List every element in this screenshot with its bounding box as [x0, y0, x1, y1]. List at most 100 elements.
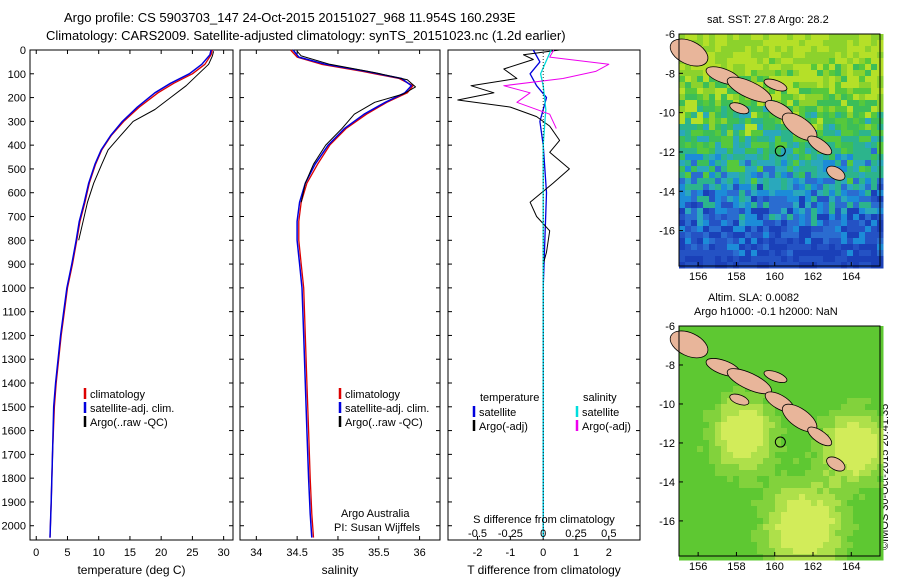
- map-cell: [847, 250, 854, 257]
- map-cell: [823, 554, 830, 561]
- map-cell: [865, 392, 872, 399]
- map-cell: [847, 142, 854, 149]
- map-cell: [691, 410, 698, 417]
- map-cell: [793, 380, 800, 387]
- map-cell: [811, 94, 818, 101]
- map-cell: [739, 530, 746, 537]
- map-cell: [709, 524, 716, 531]
- map-cell: [727, 184, 734, 191]
- map-cell: [769, 434, 776, 441]
- map-cell: [733, 326, 740, 333]
- map-cell: [703, 488, 710, 495]
- map-cell: [823, 160, 830, 167]
- map-cell: [739, 208, 746, 215]
- map-cell: [745, 262, 752, 269]
- map-cell: [841, 82, 848, 89]
- map-cell: [685, 494, 692, 501]
- map-cell: [829, 178, 836, 185]
- map-cell: [727, 350, 734, 357]
- map-cell: [691, 76, 698, 83]
- map-cell: [691, 34, 698, 41]
- island: [826, 456, 846, 472]
- map-cell: [685, 112, 692, 119]
- map-cell: [817, 392, 824, 399]
- map-cell: [715, 40, 722, 47]
- map-cell: [865, 440, 872, 447]
- map-cell: [823, 398, 830, 405]
- map-cell: [709, 350, 716, 357]
- map-cell: [853, 190, 860, 197]
- map-cell: [745, 70, 752, 77]
- map-cell: [757, 220, 764, 227]
- map-cell: [847, 530, 854, 537]
- map-cell: [811, 440, 818, 447]
- map-cell: [853, 518, 860, 525]
- map-cell: [865, 530, 872, 537]
- map-cell: [727, 154, 734, 161]
- map-cell: [757, 476, 764, 483]
- map-cell: [829, 326, 836, 333]
- map-cell: [835, 548, 842, 555]
- map-cell: [835, 554, 842, 561]
- map-cell: [817, 470, 824, 477]
- map-cell: [853, 220, 860, 227]
- map-cell: [835, 130, 842, 137]
- map-cell: [727, 548, 734, 555]
- map-cell: [763, 196, 770, 203]
- map-cell: [847, 452, 854, 459]
- map-cell: [733, 70, 740, 77]
- map-cell: [739, 536, 746, 543]
- map-cell: [715, 452, 722, 459]
- map-cell: [745, 554, 752, 561]
- map-cell: [859, 416, 866, 423]
- map-cell: [865, 238, 872, 245]
- map-cell: [745, 434, 752, 441]
- map-cell: [751, 226, 758, 233]
- map-cell: [847, 112, 854, 119]
- map-cell: [859, 422, 866, 429]
- map-cell: [685, 196, 692, 203]
- map-cell: [853, 536, 860, 543]
- map-cell: [757, 446, 764, 453]
- map-cell: [715, 46, 722, 53]
- map-cell: [871, 458, 878, 465]
- map-cell: [703, 46, 710, 53]
- map-y-tick-label: -8: [665, 360, 675, 372]
- map-cell: [769, 542, 776, 549]
- map-cell: [793, 136, 800, 143]
- map-cell: [871, 542, 878, 549]
- map-cell: [847, 172, 854, 179]
- map-cell: [733, 148, 740, 155]
- map-cell: [709, 470, 716, 477]
- map-cell: [847, 88, 854, 95]
- map-cell: [811, 350, 818, 357]
- map-cell: [805, 250, 812, 257]
- map-cell: [787, 380, 794, 387]
- map-cell: [847, 542, 854, 549]
- map-cell: [841, 482, 848, 489]
- map-cell: [859, 34, 866, 41]
- legend-label: climatology: [345, 389, 401, 401]
- map-cell: [727, 148, 734, 155]
- map-cell: [847, 500, 854, 507]
- map-cell: [871, 326, 878, 333]
- map-cell: [811, 226, 818, 233]
- map-cell: [739, 452, 746, 459]
- map-cell: [721, 58, 728, 65]
- map-cell: [769, 350, 776, 357]
- map-cell: [841, 524, 848, 531]
- map-cell: [685, 232, 692, 239]
- map-cell: [697, 548, 704, 555]
- map-cell: [697, 452, 704, 459]
- map-cell: [685, 326, 692, 333]
- map-cell: [817, 112, 824, 119]
- map-cell: [727, 446, 734, 453]
- map-cell: [697, 428, 704, 435]
- map-cell: [829, 494, 836, 501]
- map-cell: [859, 488, 866, 495]
- map-cell: [739, 46, 746, 53]
- map-cell: [775, 58, 782, 65]
- island: [826, 165, 846, 181]
- map-cell: [751, 404, 758, 411]
- map-cell: [859, 250, 866, 257]
